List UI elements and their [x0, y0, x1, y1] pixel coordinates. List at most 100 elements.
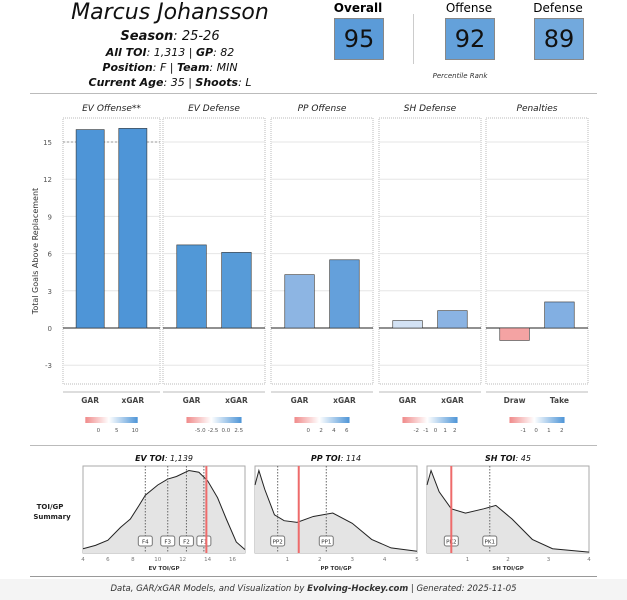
footer-brand-link[interactable]: Evolving-Hockey.com	[307, 584, 409, 594]
density-curve	[254, 468, 418, 552]
title-label: PP TOI	[311, 454, 341, 463]
color-legend-bar	[294, 417, 350, 423]
title-value: 1,139	[170, 454, 193, 463]
density-panel-title: SH TOI: 45	[485, 454, 531, 463]
toi-label: All TOI	[105, 46, 147, 59]
shoots-value: L	[245, 76, 252, 89]
category-label: xGAR	[441, 396, 464, 405]
tier-marker-box	[443, 535, 459, 547]
x-tick-label: 8	[131, 557, 135, 563]
tier-marker-label: PK1	[485, 540, 495, 546]
season-info: Season: 25-26	[120, 29, 220, 44]
x-tick-label: 3	[350, 557, 354, 563]
title-label: EV TOI	[135, 454, 165, 463]
bar-xgar	[437, 310, 468, 329]
y-tick-label: 0	[48, 325, 52, 333]
panel-frame	[485, 117, 589, 385]
bar-gar	[392, 320, 423, 329]
shoots-label: Shoots	[195, 76, 239, 89]
x-tick-label: 6	[106, 557, 110, 563]
legend-tick: 0	[306, 428, 310, 434]
percentile-caption: Percentile Rank	[432, 72, 488, 80]
category-label: GAR	[81, 396, 99, 405]
season-value: 25-26	[181, 29, 220, 44]
x-axis-label: PP TOI/GP	[320, 566, 351, 572]
bar-gar	[176, 244, 207, 329]
density-area	[427, 470, 589, 553]
category-label: GAR	[399, 396, 417, 405]
bar-xgar	[221, 252, 252, 329]
legend-tick: 0	[534, 428, 538, 434]
legend-tick: 5	[115, 428, 119, 434]
toi-value: 1,313	[153, 46, 186, 59]
player-name: Marcus Johansson	[71, 0, 269, 25]
title-separator: :	[341, 454, 346, 463]
footer-divider	[30, 576, 597, 577]
defense-rank-box: 89	[534, 18, 584, 60]
section-divider	[30, 445, 597, 446]
color-legend-bar	[509, 417, 565, 423]
age-value: 35	[170, 76, 185, 89]
panel-title: Penalties	[517, 104, 558, 114]
footer: Data, GAR/xGAR Models, and Visualization…	[0, 579, 627, 600]
legend-tick: -1	[520, 428, 525, 434]
rank-divider	[413, 14, 414, 64]
tier-marker-label: F2	[183, 540, 190, 546]
position-info: Position: F | Team: MIN	[102, 61, 238, 74]
bar-take	[544, 301, 575, 329]
x-tick-label: 4	[383, 557, 387, 563]
category-label: Take	[550, 396, 569, 405]
offense-label: Offense	[445, 1, 493, 15]
tier-marker-box	[160, 535, 176, 547]
legend-tick: -1	[423, 428, 428, 434]
legend-tick: 2.5	[234, 428, 243, 434]
title-value: 45	[521, 454, 531, 463]
density-area	[255, 470, 417, 553]
y-tick-label: 15	[43, 139, 52, 147]
density-panel-frame	[426, 465, 590, 554]
x-tick-label: 2	[506, 557, 510, 563]
tier-marker-box	[318, 535, 334, 547]
position-label: Position	[102, 61, 153, 74]
x-tick-label: 1	[466, 557, 470, 563]
x-tick-label: 16	[229, 557, 236, 563]
tier-marker-box	[482, 535, 498, 547]
legend-tick: 0.0	[222, 428, 231, 434]
tier-marker-box	[270, 535, 286, 547]
legend-tick: 0	[434, 428, 438, 434]
bar-xgar	[118, 128, 148, 329]
legend-tick: 4	[332, 428, 336, 434]
age-info: Current Age: 35 | Shoots: L	[88, 76, 252, 89]
legend-tick: 6	[345, 428, 349, 434]
tier-marker-box	[178, 535, 194, 547]
tier-marker-label: PP1	[321, 540, 331, 546]
x-tick-label: 4	[587, 557, 591, 563]
legend-tick: -5.0	[195, 428, 206, 434]
color-legend-bar	[85, 417, 138, 423]
team-label: Team	[176, 61, 210, 74]
density-curve	[82, 470, 246, 550]
x-tick-label: 10	[154, 557, 161, 563]
bar-draw	[499, 327, 530, 341]
team-value: MIN	[216, 61, 238, 74]
density-panel-frame	[254, 465, 418, 554]
header-divider	[30, 93, 597, 94]
row-label: TOI/GP	[37, 503, 64, 511]
y-axis-label: Total Goals Above Replacement	[31, 188, 40, 315]
x-tick-label: 4	[81, 557, 85, 563]
bar-gar	[284, 274, 315, 329]
tier-marker-box	[196, 535, 212, 547]
panel-title: EV Offense**	[82, 104, 141, 114]
category-label: GAR	[183, 396, 201, 405]
panel-title: SH Defense	[404, 104, 457, 114]
title-label: SH TOI	[485, 454, 516, 463]
charts-svg: Total Goals Above Replacement-303691215E…	[31, 104, 591, 572]
category-label: xGAR	[225, 396, 248, 405]
x-tick-label: 2	[318, 557, 322, 563]
charts-group: Total Goals Above Replacement-303691215E…	[31, 104, 591, 572]
overall-label: Overall	[333, 1, 383, 15]
row-label: Summary	[33, 513, 71, 521]
tier-marker-label: F1	[201, 540, 208, 546]
category-label: xGAR	[122, 396, 145, 405]
panel-frame	[162, 117, 266, 385]
